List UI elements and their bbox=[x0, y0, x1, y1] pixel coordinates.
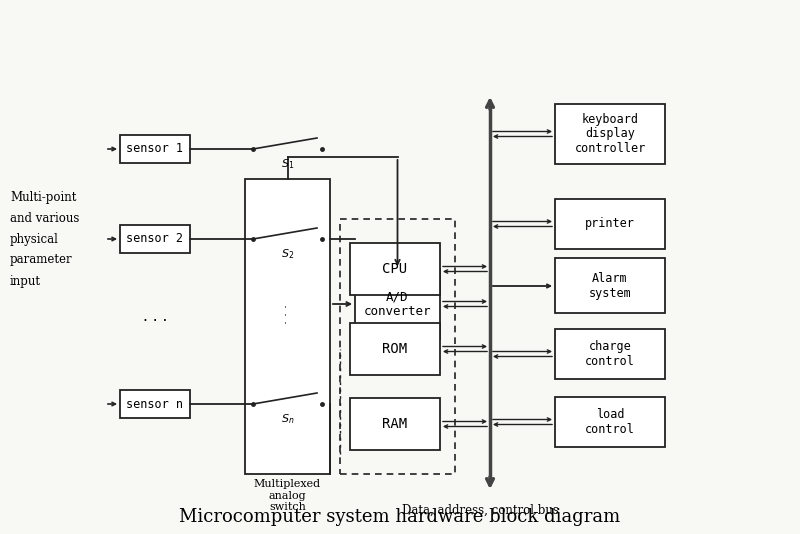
Text: sensor n: sensor n bbox=[126, 397, 183, 411]
Bar bbox=[120, 390, 190, 418]
Text: CPU: CPU bbox=[382, 262, 407, 276]
Text: Multiplexed
analog
switch: Multiplexed analog switch bbox=[254, 479, 321, 512]
Bar bbox=[350, 323, 440, 375]
Bar bbox=[555, 199, 665, 249]
Text: $S_1$: $S_1$ bbox=[281, 157, 294, 171]
Text: sensor 1: sensor 1 bbox=[126, 143, 183, 155]
Text: keyboard
display
controller: keyboard display controller bbox=[574, 113, 646, 155]
Bar bbox=[120, 135, 190, 163]
Bar bbox=[555, 104, 665, 164]
Bar bbox=[555, 397, 665, 447]
Bar bbox=[350, 243, 440, 295]
Text: · · ·: · · · bbox=[281, 304, 294, 324]
Bar bbox=[355, 269, 440, 339]
Text: load
control: load control bbox=[585, 408, 635, 436]
Text: $S_n$: $S_n$ bbox=[281, 412, 294, 426]
Text: RAM: RAM bbox=[382, 417, 407, 431]
Bar bbox=[120, 225, 190, 253]
Text: charge
control: charge control bbox=[585, 340, 635, 368]
Bar bbox=[245, 179, 330, 474]
Text: Alarm
system: Alarm system bbox=[589, 271, 631, 300]
Text: Data, address, control bus: Data, address, control bus bbox=[402, 504, 558, 517]
Text: Multi-point
and various
physical
parameter
input: Multi-point and various physical paramet… bbox=[10, 191, 79, 287]
Text: A/D
converter: A/D converter bbox=[364, 290, 431, 318]
Text: printer: printer bbox=[585, 217, 635, 231]
Text: $S_2$: $S_2$ bbox=[281, 247, 294, 261]
Bar bbox=[340, 219, 455, 474]
Bar bbox=[555, 258, 665, 313]
Text: Microcomputer system hardware block diagram: Microcomputer system hardware block diag… bbox=[179, 508, 621, 526]
Text: · · ·: · · · bbox=[143, 315, 167, 329]
Text: sensor 2: sensor 2 bbox=[126, 232, 183, 246]
Text: ROM: ROM bbox=[382, 342, 407, 356]
Bar bbox=[350, 398, 440, 450]
Bar bbox=[555, 329, 665, 379]
